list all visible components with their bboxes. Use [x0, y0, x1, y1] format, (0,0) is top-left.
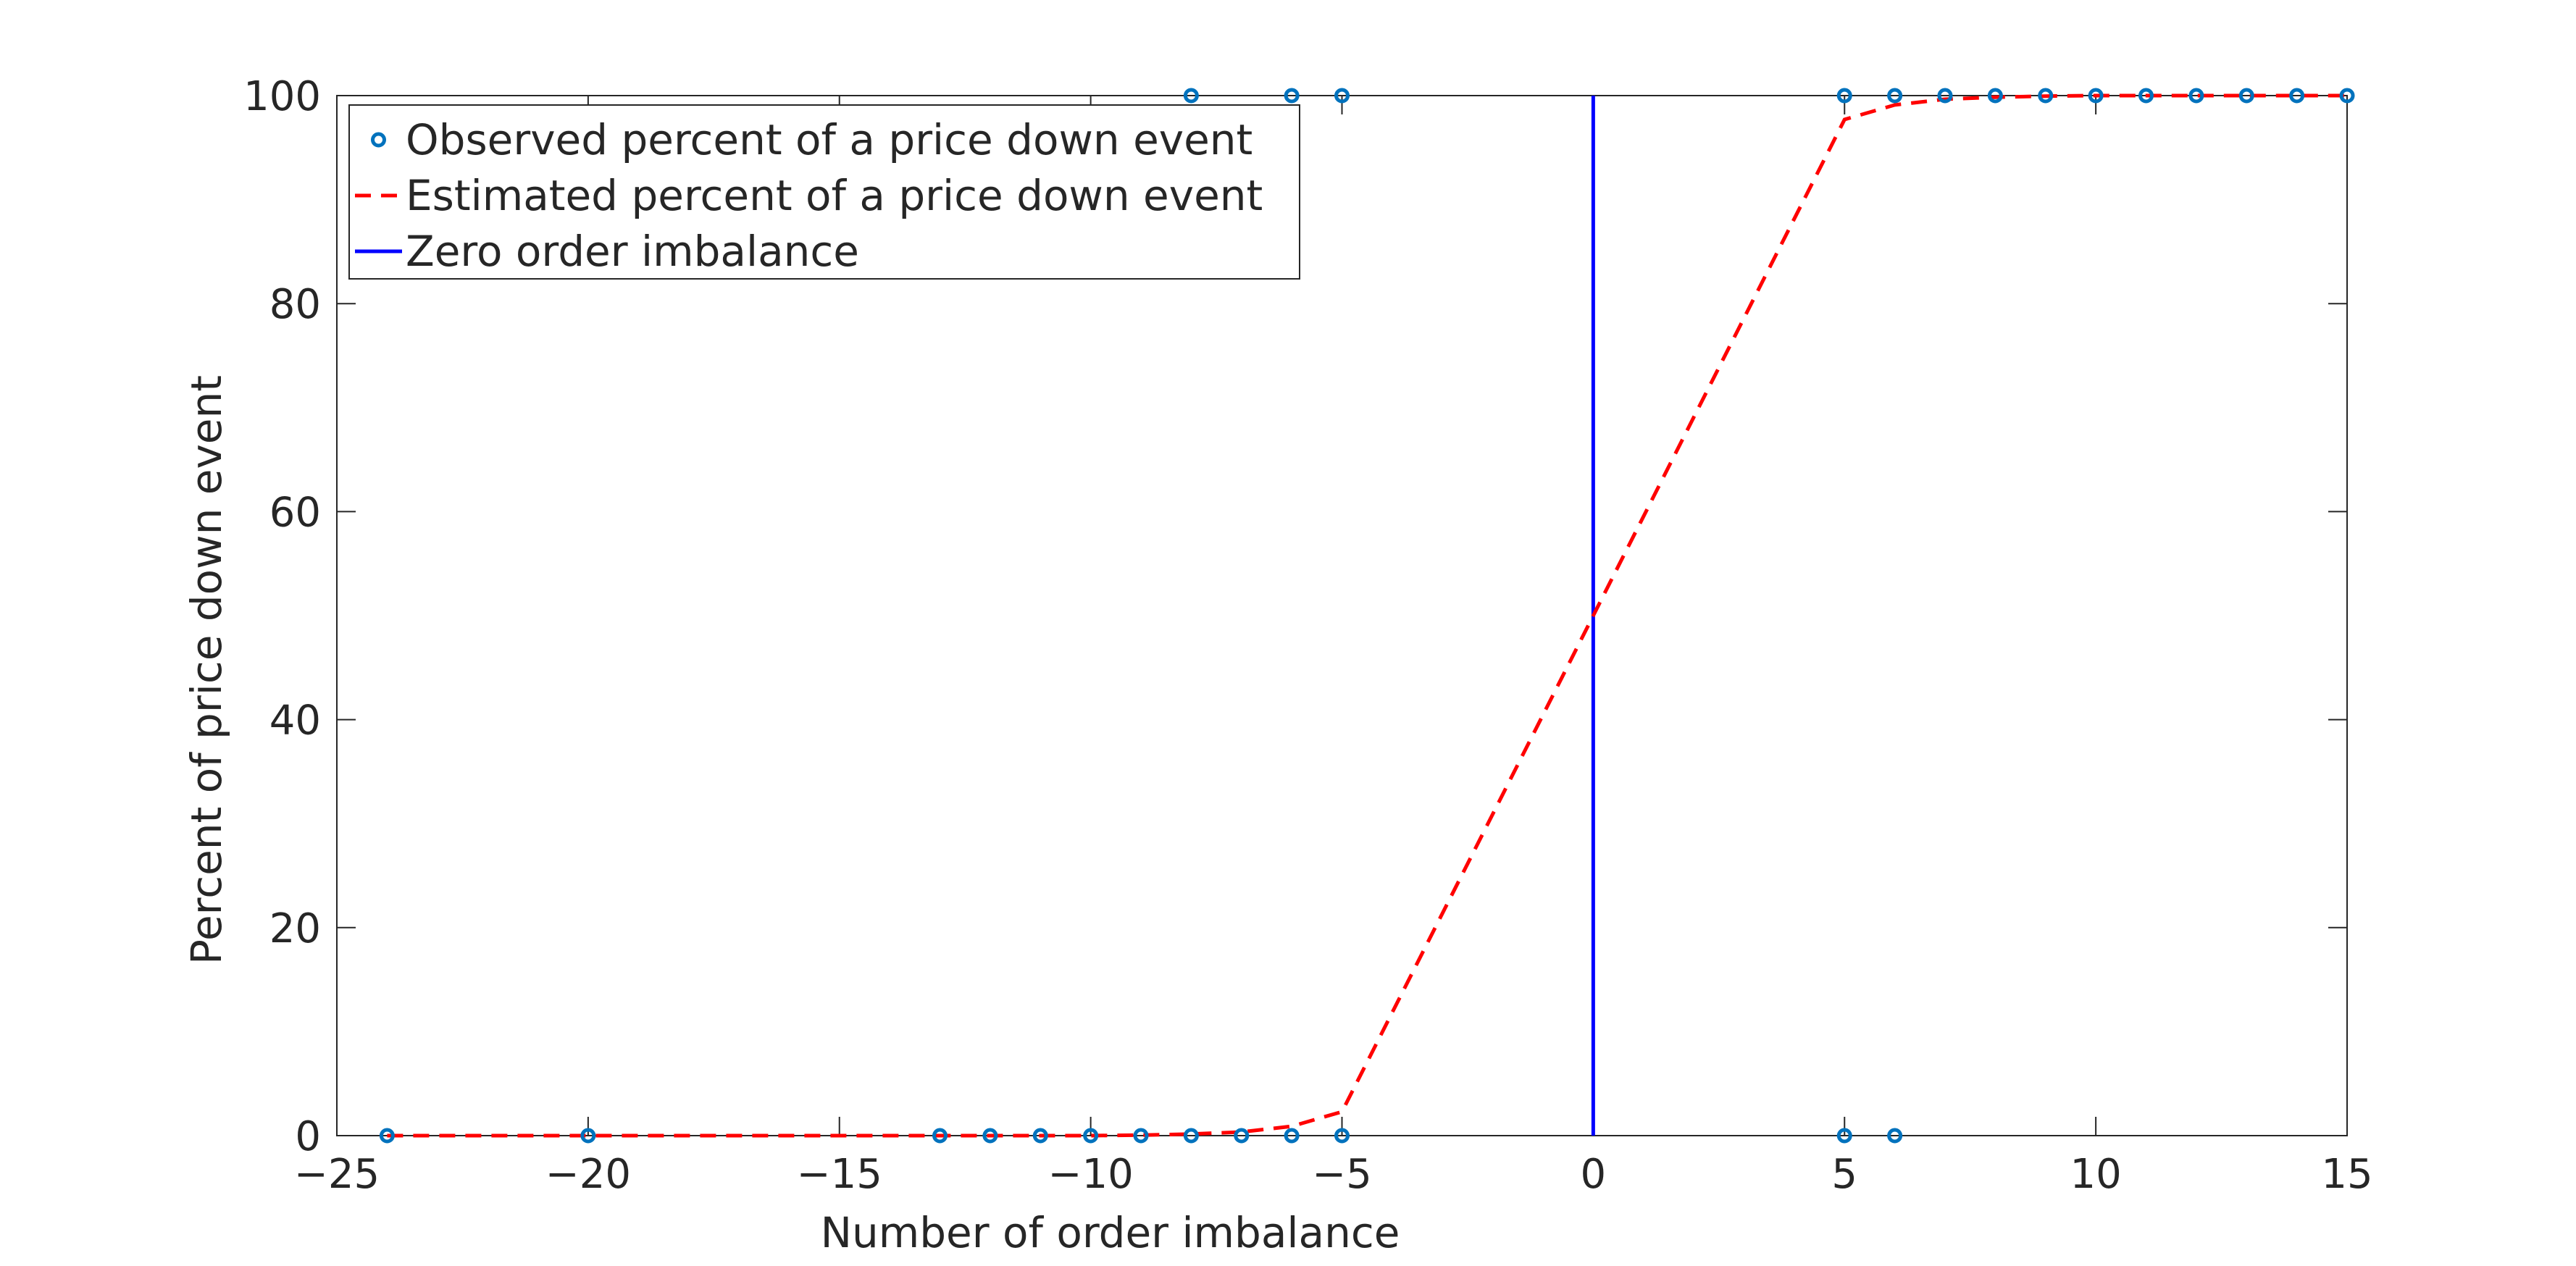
estimated-line [387, 93, 2347, 1138]
axis-ticks [336, 95, 2348, 1136]
observed-point [1334, 88, 1350, 104]
legend: Observed percent of a price down event Es… [348, 104, 1300, 280]
legend-label: Zero order imbalance [406, 227, 859, 276]
y-tick-label: 20 [269, 905, 321, 952]
observed-point [2339, 88, 2355, 104]
observed-point [2238, 88, 2254, 104]
x-tick-label: −10 [1048, 1151, 1134, 1198]
observed-point [580, 1128, 596, 1144]
observed-point [1937, 88, 1953, 104]
observed-point [1836, 1128, 1852, 1144]
legend-label: Estimated percent of a price down event [406, 171, 1263, 220]
legend-label: Observed percent of a price down event [406, 115, 1253, 164]
observed-point [1334, 1128, 1350, 1144]
y-tick-label: 80 [269, 281, 321, 328]
observed-point [1836, 88, 1852, 104]
x-tick-label: 15 [2321, 1151, 2372, 1198]
observed-point [932, 1128, 948, 1144]
legend-items: Observed percent of a price down event Es… [355, 115, 1263, 276]
observed-point [1284, 1128, 1300, 1144]
data-marks [379, 88, 2355, 1144]
y-axis-label: Percent of price down event [182, 375, 231, 965]
observed-point [2088, 88, 2104, 104]
y-tick-label: 60 [269, 489, 321, 536]
observed-point [2188, 88, 2204, 104]
legend-marker-observed [371, 132, 386, 148]
observed-point [2138, 88, 2154, 104]
observed-point [2038, 88, 2054, 104]
x-tick-label: −25 [294, 1151, 380, 1198]
observed-point [1133, 1128, 1149, 1144]
x-tick-label: −20 [545, 1151, 631, 1198]
observed-point [1183, 1128, 1199, 1144]
x-tick-label: −5 [1312, 1151, 1372, 1198]
observed-point [1234, 1128, 1250, 1144]
y-tick-label: 40 [269, 697, 321, 745]
x-tick-label: −15 [797, 1151, 882, 1198]
tick-labels: −25 −20 −15 −10 −5 0 5 10 15 0 20 40 60 80 100 [243, 73, 2373, 1198]
observed-point [1887, 1128, 1903, 1144]
observed-point [1083, 1128, 1099, 1144]
observed-point [1183, 88, 1199, 104]
observed-point [982, 1128, 998, 1144]
observed-point [379, 1128, 395, 1144]
x-tick-label: 10 [2070, 1151, 2121, 1198]
observed-point [1284, 88, 1300, 104]
observed-point [1887, 88, 1903, 104]
y-tick-label: 100 [243, 73, 321, 120]
y-tick-label: 0 [295, 1113, 321, 1160]
observed-point [2289, 88, 2305, 104]
observed-point [1987, 88, 2003, 104]
legend-box [348, 104, 1300, 280]
x-tick-label: 5 [1831, 1151, 1857, 1198]
x-tick-label: 0 [1581, 1151, 1607, 1198]
x-axis-label: Number of order imbalance [821, 1208, 1400, 1257]
observed-point [1032, 1128, 1048, 1144]
